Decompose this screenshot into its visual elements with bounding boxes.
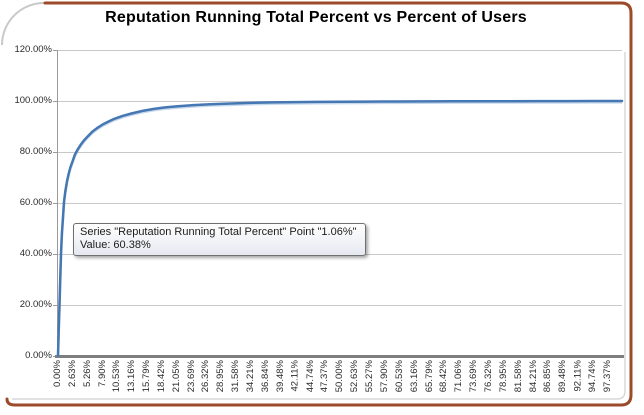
x-axis-label: 97.37% (602, 360, 614, 393)
x-axis-label: 13.16% (126, 360, 138, 393)
x-axis: 0.00% 2.63% 5.26% 7.90% 10.53% 13.16% 15.79% 18… (0, 356, 644, 400)
y-axis-label: 20.00% (19, 299, 52, 310)
gridline (57, 152, 622, 153)
tooltip-series-point-text: Series "Reputation Running Total Percent… (80, 226, 357, 238)
x-axis-label: 36.84% (260, 360, 272, 393)
x-axis-label: 76.32% (483, 360, 495, 393)
x-axis-label: 39.48% (275, 360, 287, 393)
x-axis-label: 78.95% (498, 360, 510, 393)
x-axis-label: 44.74% (304, 360, 316, 393)
series-line-reputation-running-total-percent[interactable] (56, 99, 624, 358)
x-axis-label: 68.42% (438, 360, 450, 393)
x-axis-label: 63.16% (408, 360, 420, 393)
y-axis-label: 60.00% (19, 197, 52, 208)
x-axis-label: 81.58% (512, 360, 524, 393)
x-axis-label: 55.27% (364, 360, 376, 393)
x-axis-label: 18.42% (156, 360, 168, 393)
x-axis-label: 15.79% (141, 360, 153, 393)
x-axis-label: 57.90% (379, 360, 391, 393)
y-axis-label: 80.00% (19, 146, 52, 157)
x-axis-label: 89.48% (557, 360, 569, 393)
y-axis-line (57, 50, 58, 356)
gridline (57, 203, 622, 204)
data-point-tooltip: Series "Reputation Running Total Percent… (73, 223, 366, 256)
y-axis-tick (53, 50, 57, 51)
gridline (57, 50, 622, 51)
x-axis-label: 0.00% (52, 360, 63, 387)
chart-title: Reputation Running Total Percent vs Perc… (105, 9, 527, 26)
x-axis-label: 84.21% (527, 360, 539, 393)
y-axis-label: 100.00% (14, 95, 52, 106)
x-axis-label: 23.69% (185, 360, 197, 393)
y-axis-tick (53, 203, 57, 204)
y-axis-tick (53, 254, 57, 255)
x-axis-label: 65.79% (423, 360, 435, 393)
x-axis-label: 21.05% (170, 360, 182, 393)
y-axis-tick (53, 101, 57, 102)
x-axis-label: 52.63% (349, 360, 361, 393)
x-axis-line (55, 355, 624, 358)
y-axis-label: 40.00% (19, 248, 52, 259)
y-axis-tick (53, 305, 57, 306)
x-axis-label: 86.85% (542, 360, 554, 393)
x-axis-label: 94.74% (587, 360, 599, 393)
x-axis-label: 50.00% (334, 360, 346, 393)
gridline (57, 305, 622, 306)
y-axis-label: 0.00% (25, 350, 52, 361)
x-axis-label: 5.26% (81, 360, 93, 387)
x-axis-label: 73.69% (468, 360, 480, 393)
x-axis-label: 42.11% (289, 360, 301, 392)
x-axis-label: 10.53% (111, 360, 123, 393)
y-axis-label: 120.00% (14, 44, 52, 55)
y-axis-tick (53, 152, 57, 153)
x-axis-label: 71.06% (453, 360, 465, 393)
x-axis-label: 31.58% (230, 360, 242, 393)
x-axis-label: 60.53% (394, 360, 406, 393)
x-axis-label: 92.11% (572, 360, 584, 392)
x-axis-label: 47.37% (319, 360, 331, 393)
x-axis-label: 28.95% (215, 360, 227, 393)
tooltip-value-text: Value: 60.38% (80, 239, 151, 251)
x-axis-label: 34.21% (245, 360, 257, 393)
x-axis-label: 7.90% (96, 360, 108, 387)
x-axis-label: 26.32% (200, 360, 212, 393)
x-axis-label: 2.63% (66, 360, 78, 387)
